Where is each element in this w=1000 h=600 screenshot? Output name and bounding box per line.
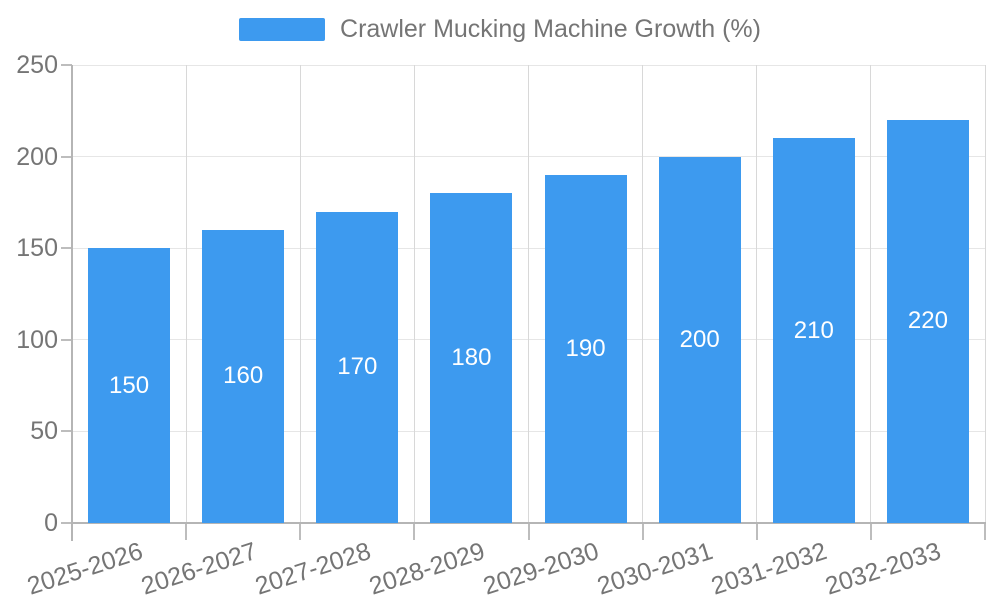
legend[interactable]: Crawler Mucking Machine Growth (%)	[0, 15, 1000, 44]
y-axis-tick	[61, 64, 72, 66]
bar[interactable]	[88, 248, 171, 523]
gridline-vertical	[528, 65, 529, 523]
bar-value-label: 180	[451, 344, 492, 372]
x-axis-tick	[185, 524, 188, 540]
gridline-vertical	[756, 65, 758, 523]
bar[interactable]	[544, 174, 627, 523]
y-tick-label: 250	[16, 51, 58, 79]
gridline-vertical	[185, 65, 187, 523]
bar-value-label: 170	[337, 353, 378, 381]
y-tick-label: 100	[16, 325, 58, 354]
y-axis-tick	[61, 430, 72, 433]
x-tick-label: 2026-2027	[137, 537, 260, 600]
x-axis-tick	[984, 524, 986, 540]
gridline-vertical	[413, 65, 415, 523]
y-axis-tick	[61, 522, 72, 524]
bar-value-label: 210	[793, 316, 834, 344]
gridline-vertical	[984, 65, 986, 523]
x-tick-label: 2030-2031	[593, 537, 717, 600]
gridline-vertical	[642, 65, 644, 523]
legend-label: Crawler Mucking Machine Growth (%)	[340, 15, 761, 43]
x-axis-tick	[869, 524, 872, 540]
x-tick-label: 2029-2030	[479, 537, 603, 600]
gridline-vertical	[299, 65, 301, 523]
bar-value-label: 150	[109, 371, 150, 399]
gridline-vertical	[870, 65, 872, 523]
x-tick-label: 2032-2033	[822, 537, 945, 600]
bar-value-label: 200	[679, 325, 720, 353]
bar-value-label: 160	[223, 362, 264, 390]
x-axis-tick	[413, 524, 416, 540]
y-tick-label: 50	[30, 417, 58, 446]
bar[interactable]	[202, 229, 285, 523]
x-axis-tick	[641, 524, 644, 540]
bar[interactable]	[772, 138, 855, 523]
y-tick-label: 0	[44, 509, 58, 537]
x-tick-label: 2028-2029	[365, 537, 489, 600]
y-axis-line	[71, 65, 73, 541]
y-axis-tick	[61, 338, 72, 341]
y-axis-tick	[61, 247, 72, 250]
x-axis-tick	[299, 524, 302, 540]
bar[interactable]	[886, 119, 969, 523]
x-tick-label: 2031-2032	[708, 537, 831, 600]
x-tick-label: 2027-2028	[251, 537, 374, 600]
x-tick-label: 2025-2026	[23, 537, 146, 600]
x-axis-line	[71, 522, 986, 524]
y-tick-label: 150	[16, 234, 58, 263]
legend-swatch	[239, 18, 326, 41]
x-axis-tick	[755, 524, 758, 540]
bar-value-label: 190	[565, 334, 606, 362]
bar-value-label: 220	[907, 307, 948, 335]
bar[interactable]	[430, 193, 513, 523]
bar[interactable]	[316, 211, 399, 523]
y-axis-tick	[61, 155, 72, 158]
x-axis-tick	[527, 524, 530, 540]
y-tick-label: 200	[16, 142, 58, 171]
bar[interactable]	[658, 156, 741, 523]
